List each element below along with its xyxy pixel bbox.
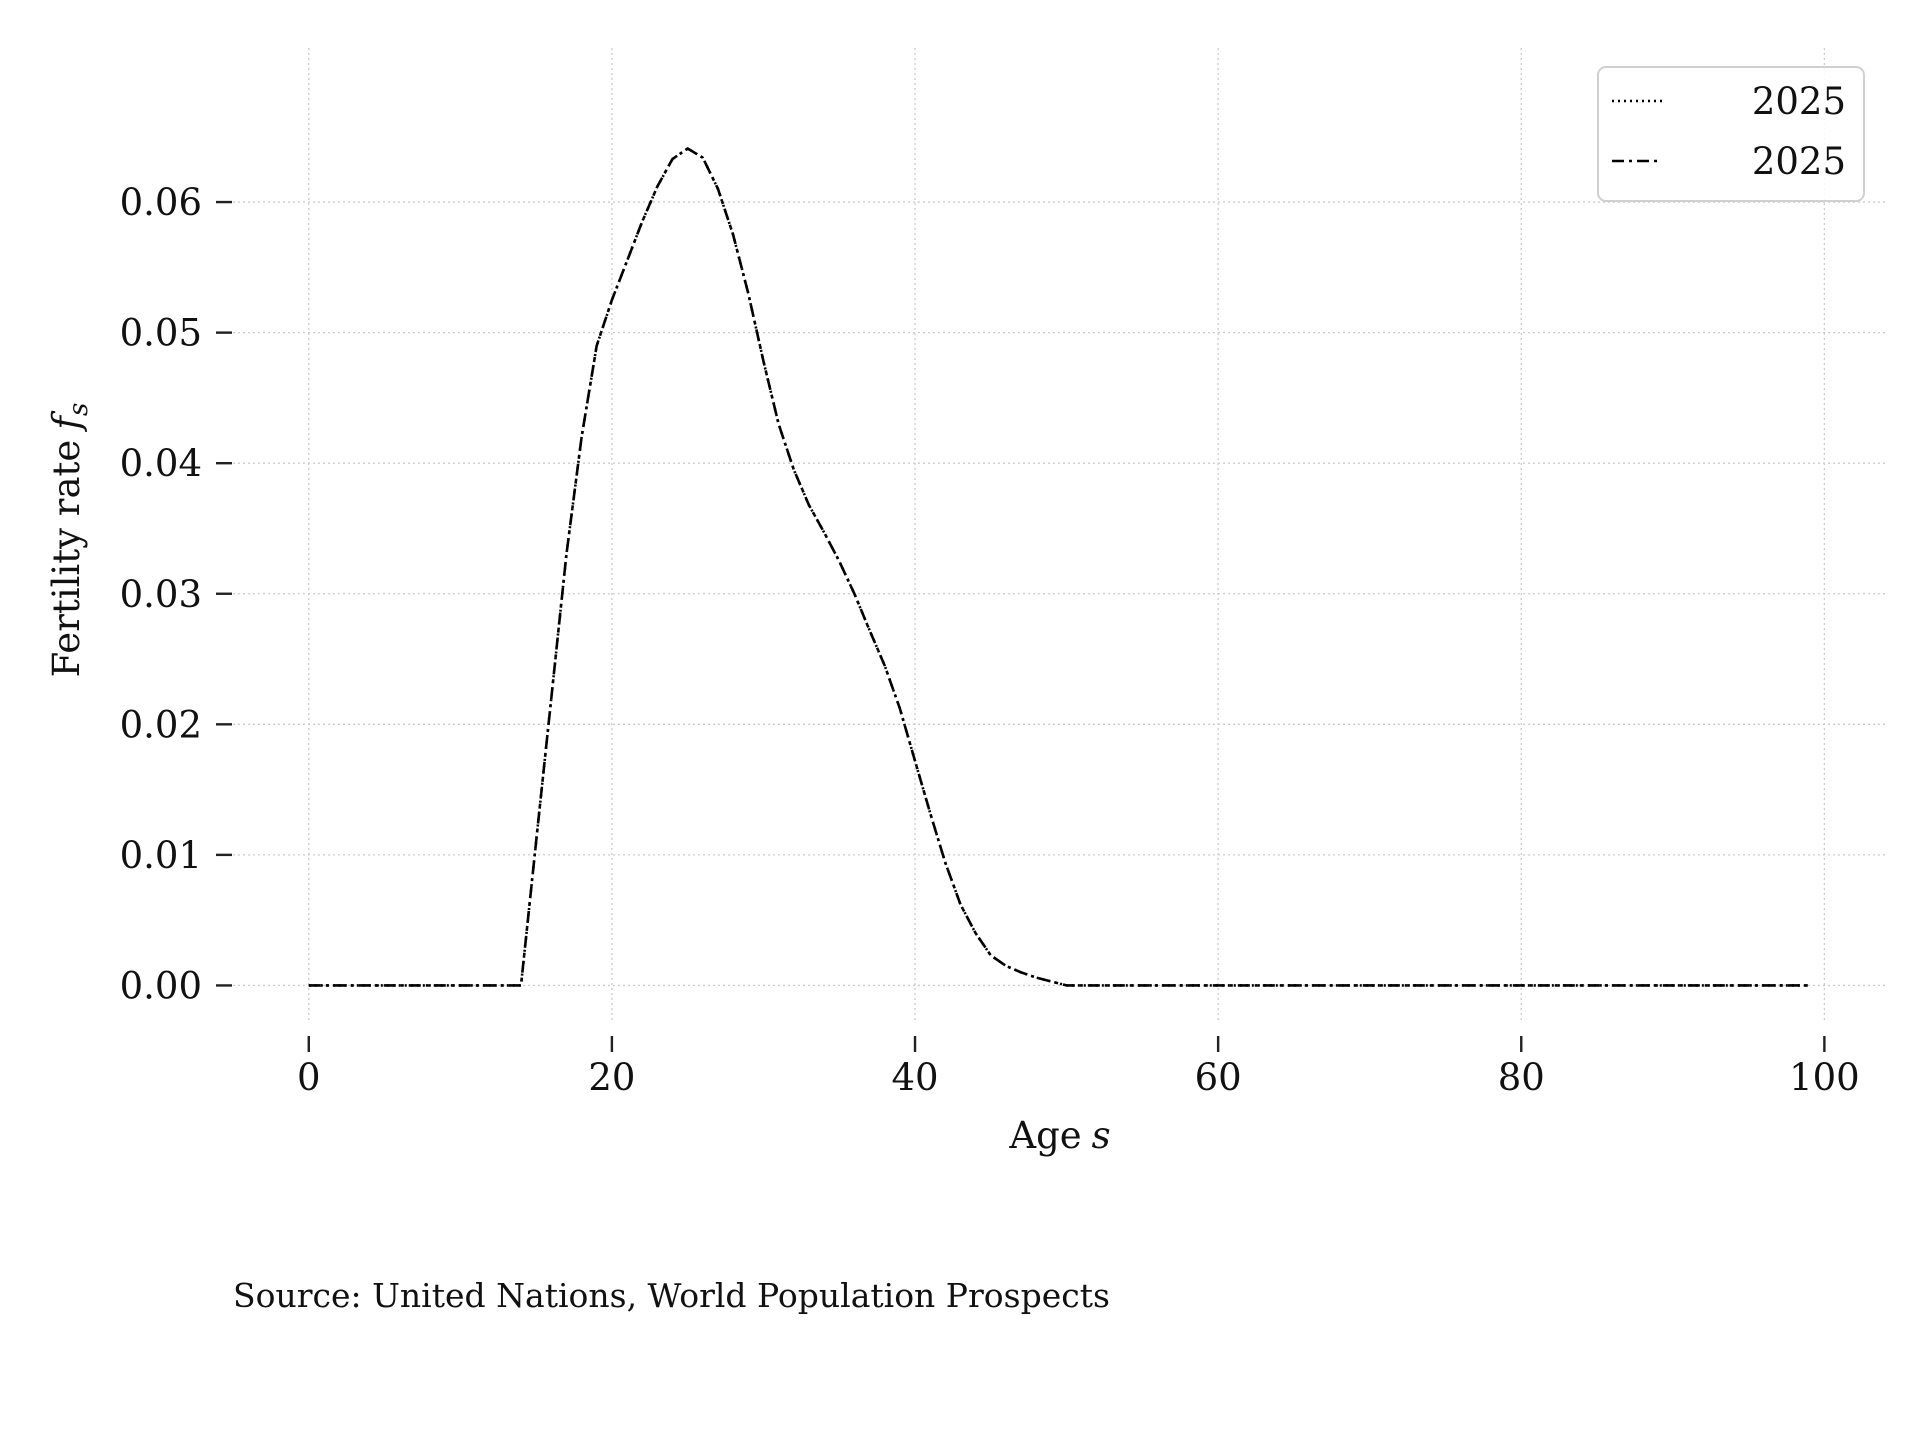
y-axis-title: Fertility ratefs bbox=[45, 403, 94, 678]
x-axis-title-text: Age bbox=[1008, 1114, 1081, 1157]
x-tick-label: 40 bbox=[891, 1056, 938, 1099]
legend-label-1: 2025 bbox=[1752, 140, 1846, 183]
y-axis-title-text: Fertility rate bbox=[45, 440, 88, 678]
grid-lines bbox=[233, 48, 1885, 1022]
y-tick-label: 0.03 bbox=[120, 573, 202, 616]
source-note: Source: United Nations, World Population… bbox=[233, 1276, 1110, 1315]
x-axis-ticks: 0 20 40 60 80 100 bbox=[297, 1036, 1860, 1099]
x-tick-label: 80 bbox=[1498, 1056, 1545, 1099]
x-tick-label: 20 bbox=[588, 1056, 635, 1099]
y-tick-label: 0.02 bbox=[120, 703, 202, 746]
series-lines bbox=[308, 147, 1810, 987]
y-tick-label: 0.06 bbox=[120, 181, 202, 224]
legend: 2025 2025 bbox=[1597, 66, 1865, 202]
series-line-0-dotted bbox=[308, 147, 1810, 987]
legend-label-0: 2025 bbox=[1752, 80, 1846, 123]
y-axis-ticks: 0.00 0.01 0.02 0.03 0.04 0.05 0.06 bbox=[120, 181, 232, 1007]
x-tick-label: 100 bbox=[1789, 1056, 1860, 1099]
x-tick-label: 0 bbox=[297, 1056, 321, 1099]
y-tick-label: 0.01 bbox=[120, 834, 202, 877]
x-tick-label: 60 bbox=[1195, 1056, 1242, 1099]
x-axis-title: Age s bbox=[1008, 1114, 1110, 1157]
y-tick-label: 0.04 bbox=[120, 442, 202, 485]
y-tick-label: 0.00 bbox=[120, 964, 202, 1007]
legend-box bbox=[1597, 66, 1865, 202]
y-axis-title-sub: s bbox=[64, 403, 94, 416]
x-axis-title-var: s bbox=[1092, 1114, 1111, 1157]
y-tick-label: 0.05 bbox=[120, 312, 202, 355]
series-line-1-dashdot bbox=[308, 147, 1810, 987]
